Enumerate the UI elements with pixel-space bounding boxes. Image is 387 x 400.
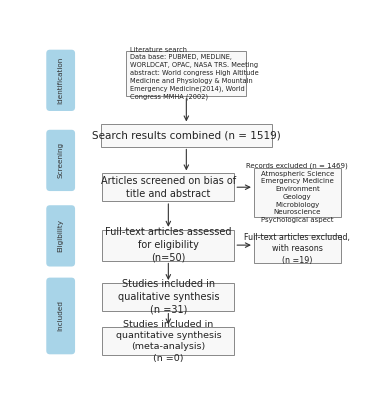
Text: Identification: Identification: [58, 57, 64, 104]
Text: Literature search
Data base: PUBMED, MEDLINE,
WORLDCAT, OPAC, NASA TRS. Meeting
: Literature search Data base: PUBMED, MED…: [130, 46, 259, 100]
Text: Full-text articles assessed
for eligibility
(n=50): Full-text articles assessed for eligibil…: [105, 227, 231, 263]
Text: Records excluded (n = 1469)
Atmospheric Science
Emergency Medicine
Environment
G: Records excluded (n = 1469) Atmospheric …: [247, 162, 348, 223]
Text: Articles screened on bias of
title and abstract: Articles screened on bias of title and a…: [101, 176, 236, 199]
Text: Studies included in
quantitative synthesis
(meta-analysis)
(n =0): Studies included in quantitative synthes…: [116, 320, 221, 363]
Text: Included: Included: [58, 300, 64, 332]
FancyBboxPatch shape: [102, 173, 235, 201]
Text: Eligibility: Eligibility: [58, 219, 64, 252]
FancyBboxPatch shape: [102, 283, 235, 311]
Text: Search results combined (n = 1519): Search results combined (n = 1519): [92, 130, 281, 140]
FancyBboxPatch shape: [46, 130, 75, 191]
FancyBboxPatch shape: [102, 230, 235, 260]
FancyBboxPatch shape: [46, 278, 75, 354]
FancyBboxPatch shape: [46, 50, 75, 111]
FancyBboxPatch shape: [254, 235, 341, 263]
Text: Full-text articles excluded,
with reasons
(n =19): Full-text articles excluded, with reason…: [244, 233, 350, 265]
Text: Screening: Screening: [58, 142, 64, 178]
FancyBboxPatch shape: [46, 205, 75, 266]
FancyBboxPatch shape: [126, 51, 247, 96]
Text: Studies included in
qualitative synthesis
(n =31): Studies included in qualitative synthesi…: [118, 279, 219, 315]
FancyBboxPatch shape: [102, 327, 235, 355]
FancyBboxPatch shape: [254, 168, 341, 218]
FancyBboxPatch shape: [101, 124, 272, 146]
